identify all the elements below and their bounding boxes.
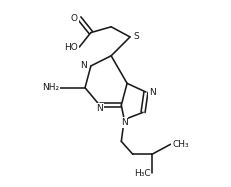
Text: S: S <box>134 33 139 42</box>
Text: N: N <box>96 103 103 113</box>
Text: NH₂: NH₂ <box>42 83 59 92</box>
Text: N: N <box>121 118 128 127</box>
Text: HO: HO <box>64 43 78 52</box>
Text: CH₃: CH₃ <box>172 140 189 149</box>
Text: H₃C: H₃C <box>134 169 150 178</box>
Text: N: N <box>80 62 87 70</box>
Text: N: N <box>149 88 156 96</box>
Text: O: O <box>71 14 78 23</box>
